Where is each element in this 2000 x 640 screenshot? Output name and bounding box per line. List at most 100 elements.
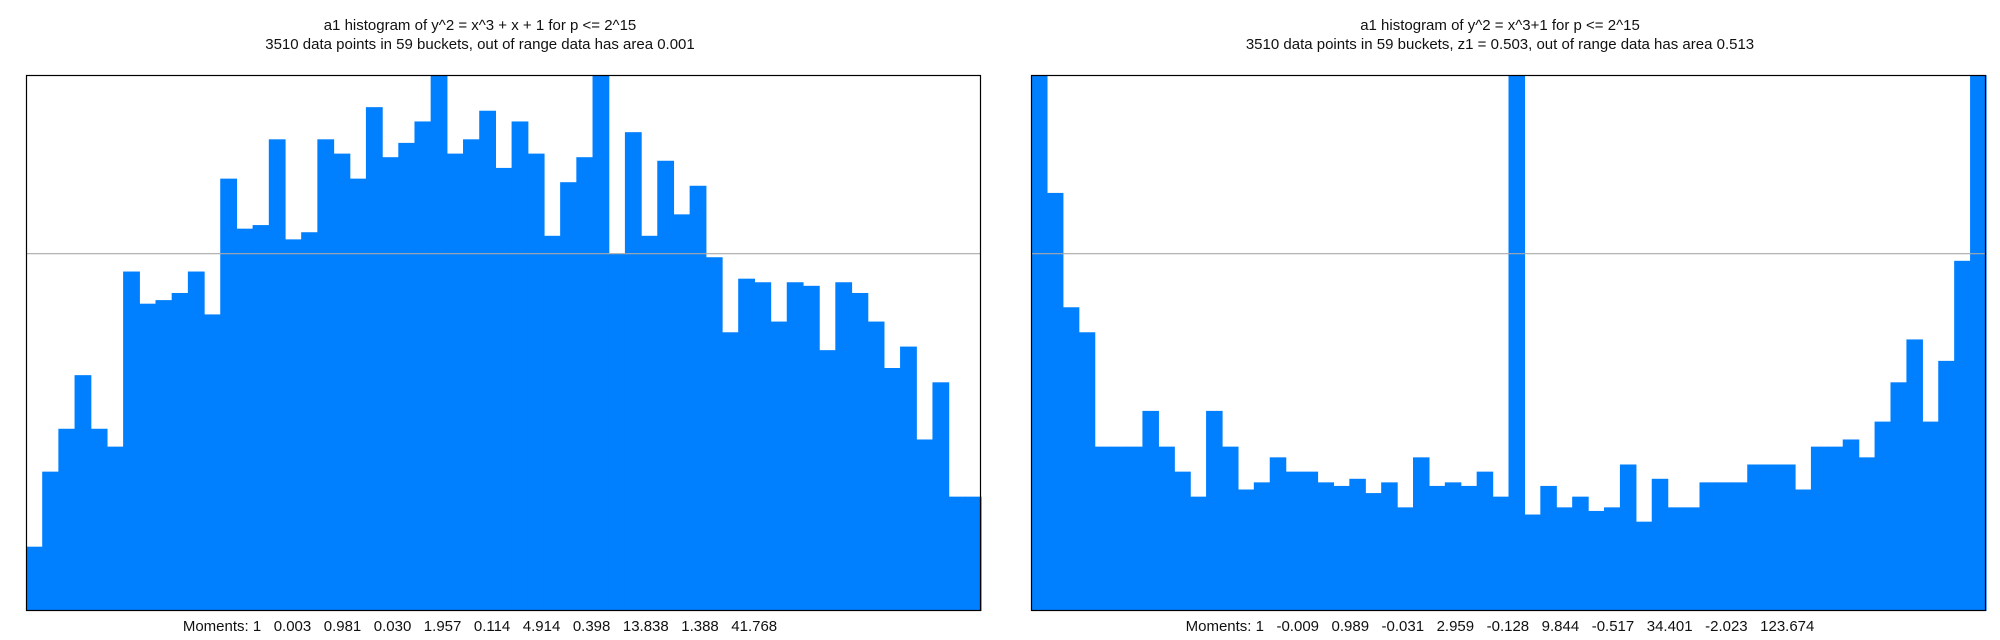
histogram-bar [543,235,561,612]
histogram-bar [1779,464,1796,611]
histogram-bar [1142,410,1159,611]
histogram-bar [284,239,302,611]
histogram-bar [1874,421,1892,611]
histogram-bar [802,285,820,611]
histogram-bar [1508,75,1526,611]
histogram-bar [1444,482,1462,611]
histogram-bar [1094,446,1112,611]
histogram-bar [1731,482,1748,611]
histogram-bar [1906,339,1923,611]
histogram-bar [883,368,901,611]
chart-2-title: a1 histogram of y^2 = x^3+1 for p <= 2^1… [1360,17,1640,34]
histogram-bar [171,292,189,611]
histogram-bar [624,132,642,612]
histogram-bar [1174,471,1191,611]
histogram-bar [738,278,755,611]
histogram-bar [867,321,885,611]
histogram-bar [187,271,205,611]
histogram-bar [1062,307,1080,611]
histogram-bar [139,303,157,611]
histogram-bar [1046,192,1064,612]
histogram-bar [301,232,318,612]
chart-1-title: a1 histogram of y^2 = x^3 + x + 1 for p … [323,17,637,34]
histogram-bar [382,157,399,611]
histogram-bar [948,496,966,611]
histogram-bar [42,471,59,611]
histogram-bar [1126,446,1144,611]
histogram-bar [1667,507,1685,611]
histogram-bar [722,332,739,611]
histogram-bar [1810,446,1828,611]
plot-frame [25,74,982,612]
histogram-bar [900,346,917,611]
chart-1-title-block: a1 histogram of y^2 = x^3 + x + 1 for p … [0,16,960,54]
histogram-bar [1795,489,1812,611]
histogram-bar [106,446,124,611]
histogram-bar [527,153,545,612]
chart-1-moments: Moments: 1 0.003 0.981 0.030 1.957 0.114… [182,618,778,635]
histogram-bar [204,314,221,611]
histogram-bar [155,300,173,611]
histogram-bar [673,214,691,612]
histogram-bar [463,139,480,611]
histogram-bar [26,546,43,611]
histogram-bar [608,253,626,612]
chart-2-plot [1030,74,1987,612]
histogram-bar [414,121,432,611]
histogram-bar [1333,485,1350,611]
histogram-bar [479,110,497,612]
histogram-bar [1206,410,1223,611]
histogram-bar [252,225,270,611]
histogram-bar [1683,507,1701,611]
histogram-bar [592,75,610,611]
histogram-bar [74,375,92,611]
histogram-bar [1460,485,1478,611]
histogram-bar [1476,471,1494,611]
chart-1-subtitle: 3510 data points in 59 buckets, out of r… [265,36,695,53]
histogram-bar [1699,482,1717,611]
histogram-bar [430,75,448,611]
histogram-bar [641,235,658,612]
histogram-bar [1269,457,1287,611]
histogram-bar [1158,446,1175,611]
histogram-bar [1253,482,1271,611]
histogram-bar [58,428,76,611]
histogram-bar [1619,464,1637,611]
histogram-bar [835,282,853,611]
histogram-bar [689,185,707,611]
histogram-bar [1826,446,1844,611]
histogram-bar [1222,446,1239,611]
histogram-bar [1110,446,1128,611]
histogram-bar [916,439,934,611]
histogram-bar [1301,471,1319,611]
histogram-bar [560,182,577,611]
histogram-bar [1572,496,1589,611]
histogram-bar [1190,496,1207,611]
histogram-bar [1524,514,1541,611]
histogram-bar [1031,75,1048,611]
histogram-bar [495,167,513,611]
histogram-bar [1842,439,1860,611]
histogram-bar [1954,260,1971,611]
chart-1-plot [25,74,982,612]
histogram-bar [1381,482,1398,611]
histogram-bar [1540,485,1557,611]
histogram-bar [1349,478,1366,611]
histogram-bar [1428,485,1446,611]
histogram-bar [1317,482,1335,611]
histogram-bar [349,178,367,611]
histogram-bar [1635,521,1653,611]
histogram-bar [1890,382,1908,611]
histogram-bar [90,428,108,611]
histogram-bar [576,157,594,611]
histogram-bar [754,282,772,611]
histogram-bar [1922,421,1939,611]
histogram-bar [851,292,869,611]
histogram-bar [236,228,254,611]
histogram-bar [1938,360,1955,611]
histogram-bar [398,142,416,611]
histogram-bar [786,282,804,611]
histogram-bar [964,496,982,611]
histogram-bar [333,153,351,612]
histogram-bar [268,139,286,611]
